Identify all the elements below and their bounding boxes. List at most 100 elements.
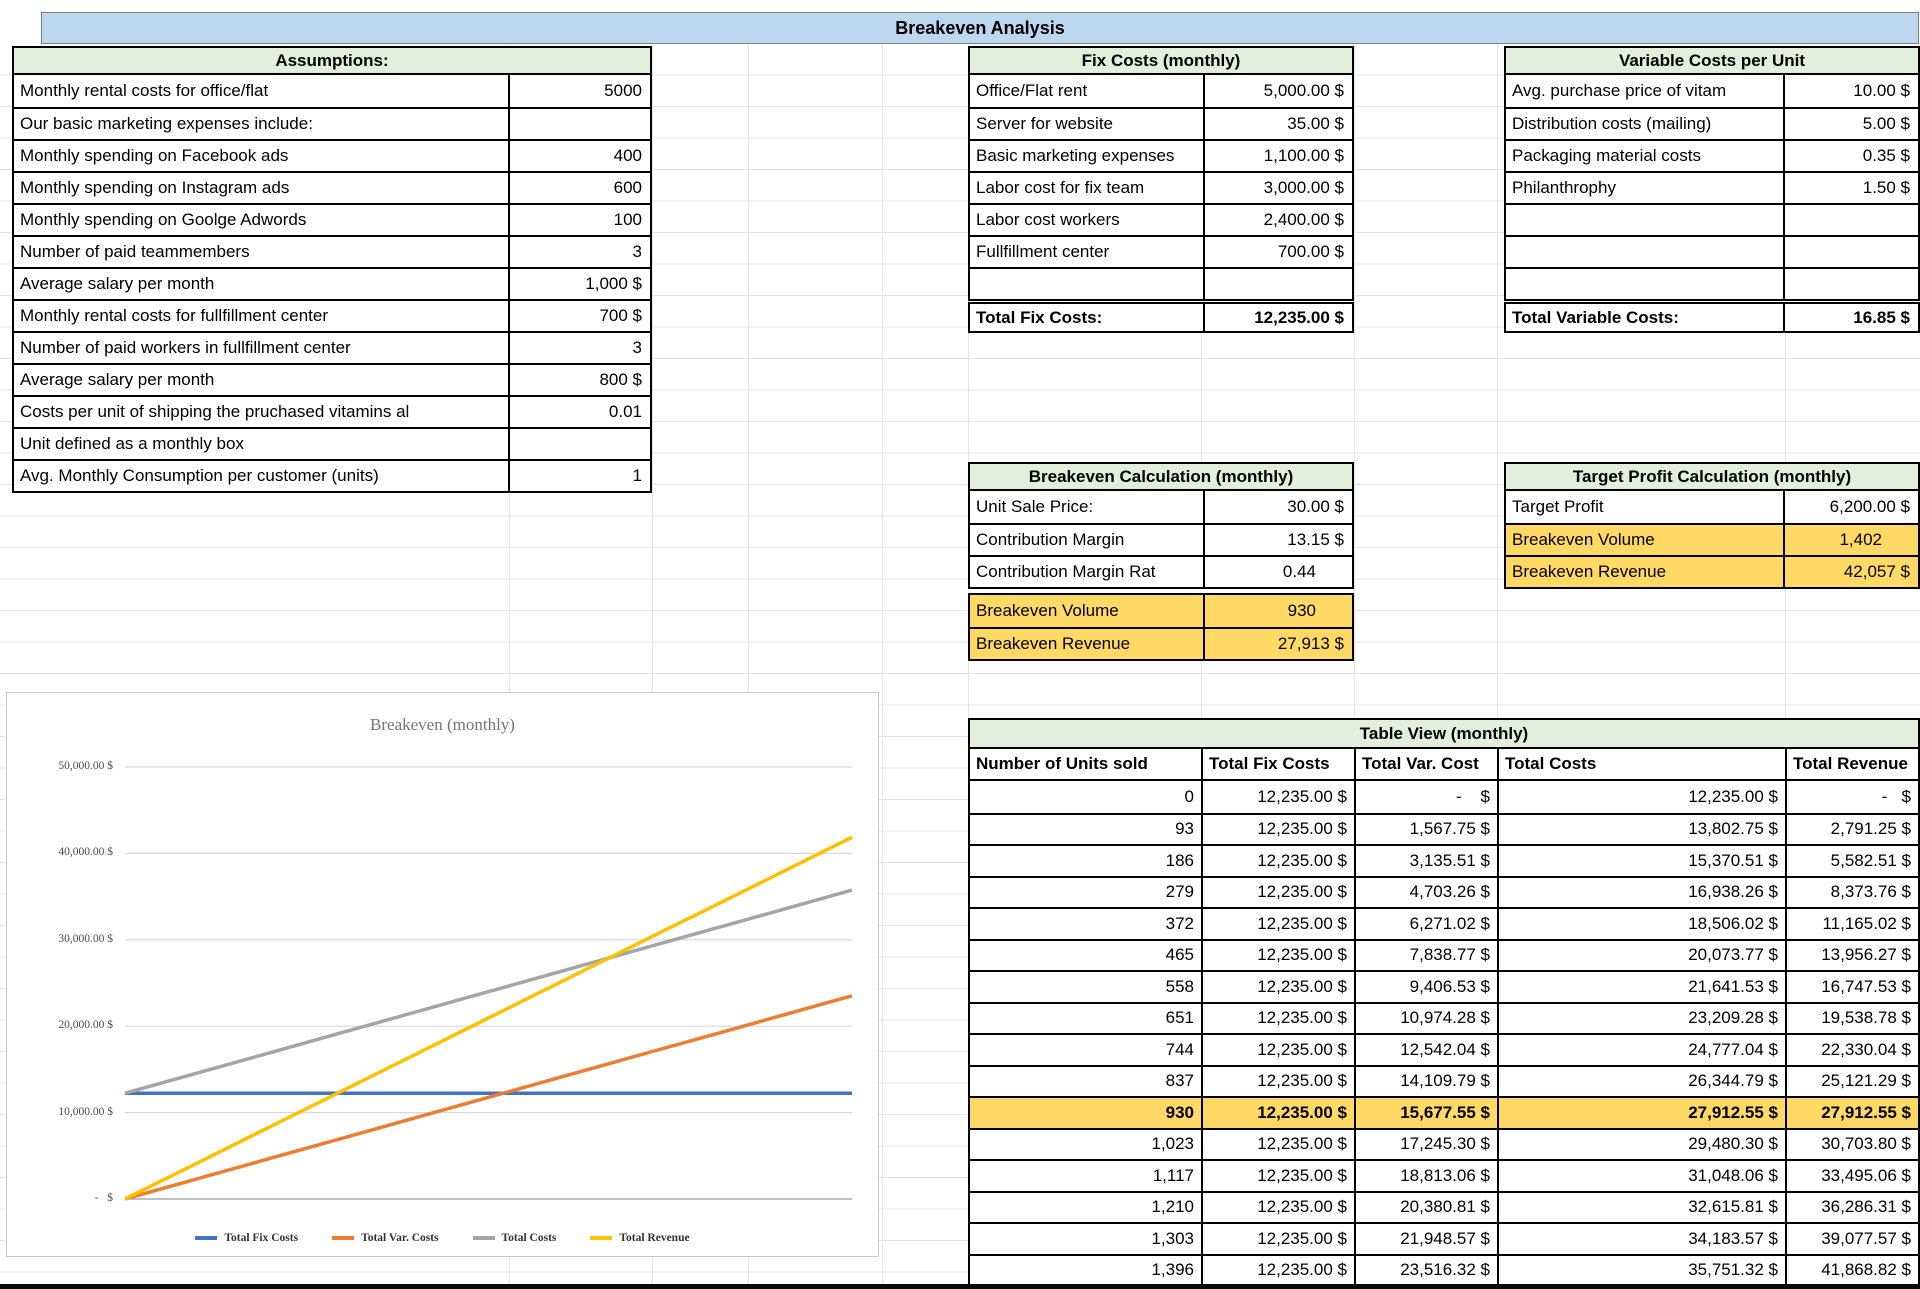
table-view-cell[interactable]: 1,210 [970,1192,1203,1222]
row-label-cell[interactable]: Monthly spending on Goolge Adwords [14,205,510,235]
row-label-cell[interactable]: Office/Flat rent [970,75,1205,107]
row-label-cell[interactable]: Number of paid workers in fullfillment c… [14,333,510,363]
row-value-cell[interactable]: 1,402 [1839,530,1882,549]
table-view-column-header[interactable]: Total Costs [1499,749,1787,779]
table-view-cell[interactable]: 20,380.81 $ [1356,1192,1499,1222]
row-value-cell[interactable]: 0.01 [608,402,642,421]
row-label-cell[interactable]: Average salary per month [14,365,510,395]
table-view-cell[interactable]: 2,791.25 $ [1830,819,1911,839]
table-view-cell[interactable]: 12,235.00 $ [1203,972,1356,1002]
table-view-cell[interactable]: 20,073.77 $ [1499,940,1787,970]
table-view-cell[interactable]: 13,802.75 $ [1499,814,1787,844]
table-view-cell[interactable]: 19,538.78 $ [1821,1008,1911,1028]
table-view-cell[interactable]: 25,121.29 $ [1821,1071,1911,1091]
row-value-cell[interactable] [1785,205,1918,235]
table-view-cell[interactable]: 12,235.00 $ [1203,909,1356,939]
table-view-cell[interactable]: 18,813.06 $ [1356,1161,1499,1191]
table-view-cell[interactable]: 558 [970,972,1203,1002]
row-label-cell[interactable]: Avg. Monthly Consumption per customer (u… [14,461,510,491]
row-value-cell[interactable]: 10.00 $ [1853,81,1910,100]
table-view-cell[interactable]: 12,235.00 $ [1203,846,1356,876]
row-label-cell[interactable]: Unit defined as a monthly box [14,429,510,459]
table-view-cell[interactable]: 651 [970,1003,1203,1033]
row-label-cell[interactable]: Server for website [970,109,1205,139]
row-label-cell[interactable]: Monthly rental costs for office/flat [14,75,510,107]
table-view-cell[interactable]: 27,912.55 $ [1821,1102,1911,1122]
row-value-cell[interactable]: 100 [613,210,642,229]
table-view-cell[interactable]: 26,344.79 $ [1499,1066,1787,1096]
row-value-cell[interactable]: 1 [632,466,642,485]
table-view-cell[interactable]: 12,235.00 $ [1203,940,1356,970]
table-view-column-header[interactable]: Number of Units sold [970,749,1203,779]
table-view-cell[interactable]: 1,567.75 $ [1356,814,1499,844]
row-value-cell[interactable]: 1.50 $ [1862,178,1910,197]
fix-costs-header[interactable]: Fix Costs (monthly) [968,46,1354,75]
row-value-cell[interactable] [510,429,650,459]
table-view-cell[interactable]: 12,235.00 $ [1203,1224,1356,1254]
table-view-cell[interactable]: 22,330.04 $ [1821,1039,1911,1059]
row-label-cell[interactable] [1506,269,1785,299]
row-label-cell[interactable]: Monthly spending on Facebook ads [14,141,510,171]
table-view-cell[interactable]: 12,235.00 $ [1203,1192,1356,1222]
row-value-cell[interactable]: 35.00 $ [1287,114,1344,133]
row-value-cell[interactable] [1785,237,1918,267]
total-variable-costs-label[interactable]: Total Variable Costs: [1506,304,1785,331]
table-view-cell[interactable]: 32,615.81 $ [1499,1192,1787,1222]
table-view-cell[interactable]: 29,480.30 $ [1499,1129,1787,1159]
row-label-cell[interactable]: Contribution Margin [970,525,1205,555]
row-label-cell[interactable]: Breakeven Revenue [970,629,1205,659]
table-view-cell[interactable]: 9,406.53 $ [1356,972,1499,1002]
row-label-cell[interactable]: Philanthrophy [1506,173,1785,203]
table-view-cell[interactable]: 1,303 [970,1224,1203,1254]
table-view-cell[interactable]: 21,641.53 $ [1499,972,1787,1002]
row-value-cell[interactable]: 5.00 $ [1862,114,1910,133]
row-value-cell[interactable]: 800 $ [599,370,642,389]
row-value-cell[interactable]: 1,000 $ [585,274,642,293]
table-view-cell[interactable]: 35,751.32 $ [1499,1255,1787,1285]
row-label-cell[interactable]: Unit Sale Price: [970,491,1205,523]
row-value-cell[interactable]: 3,000.00 $ [1263,178,1344,197]
table-view-cell[interactable]: 39,077.57 $ [1821,1228,1911,1248]
row-label-cell[interactable]: Costs per unit of shipping the pruchased… [14,397,510,427]
table-view-cell[interactable]: 3,135.51 $ [1356,846,1499,876]
row-value-cell[interactable]: 700 $ [599,306,642,325]
row-value-cell[interactable]: 6,200.00 $ [1829,497,1910,516]
table-view-cell[interactable]: 12,235.00 $ [1203,877,1356,907]
table-view-cell[interactable]: 93 [970,814,1203,844]
table-view-cell[interactable]: 1,396 [970,1255,1203,1285]
table-view-cell[interactable]: 372 [970,909,1203,939]
breakeven-chart[interactable]: Breakeven (monthly) - $10,000.00 $20,000… [6,692,879,1257]
row-value-cell[interactable]: 27,913 $ [1277,634,1344,653]
table-view-cell[interactable]: 6,271.02 $ [1356,909,1499,939]
row-value-cell[interactable]: 700.00 $ [1277,242,1344,261]
total-variable-costs-value[interactable]: 16.85 $ [1853,307,1910,327]
table-view-cell[interactable]: 12,542.04 $ [1356,1035,1499,1065]
table-view-cell[interactable]: 16,938.26 $ [1499,877,1787,907]
target-profit-header[interactable]: Target Profit Calculation (monthly) [1504,462,1920,491]
row-value-cell[interactable]: 3 [632,338,642,357]
row-label-cell[interactable]: Our basic marketing expenses include: [14,109,510,139]
row-label-cell[interactable]: Basic marketing expenses [970,141,1205,171]
table-view-cell[interactable]: 21,948.57 $ [1356,1224,1499,1254]
row-value-cell[interactable]: 5,000.00 $ [1263,81,1344,100]
table-view-cell[interactable]: 27,912.55 $ [1499,1098,1787,1128]
row-label-cell[interactable] [1506,237,1785,267]
table-view-cell[interactable]: 13,956.27 $ [1821,945,1911,965]
table-view-cell[interactable]: 5,582.51 $ [1830,850,1911,870]
row-value-cell[interactable]: 30.00 $ [1287,497,1344,516]
row-value-cell[interactable]: 0.35 $ [1862,146,1910,165]
table-view-cell[interactable]: 11,165.02 $ [1822,913,1911,933]
table-view-cell[interactable]: 837 [970,1066,1203,1096]
row-label-cell[interactable]: Number of paid teammembers [14,237,510,267]
row-value-cell[interactable]: 3 [632,242,642,261]
row-label-cell[interactable] [970,269,1205,299]
row-label-cell[interactable]: Monthly rental costs for fullfillment ce… [14,301,510,331]
table-view-cell[interactable]: 930 [970,1098,1203,1128]
row-label-cell[interactable]: Packaging material costs [1506,141,1785,171]
row-label-cell[interactable]: Average salary per month [14,269,510,299]
table-view-cell[interactable]: 1,117 [970,1161,1203,1191]
table-view-cell[interactable]: 744 [970,1035,1203,1065]
table-view-cell[interactable]: 12,235.00 $ [1203,1035,1356,1065]
row-label-cell[interactable]: Target Profit [1506,491,1785,523]
row-value-cell[interactable]: 5000 [604,81,642,100]
